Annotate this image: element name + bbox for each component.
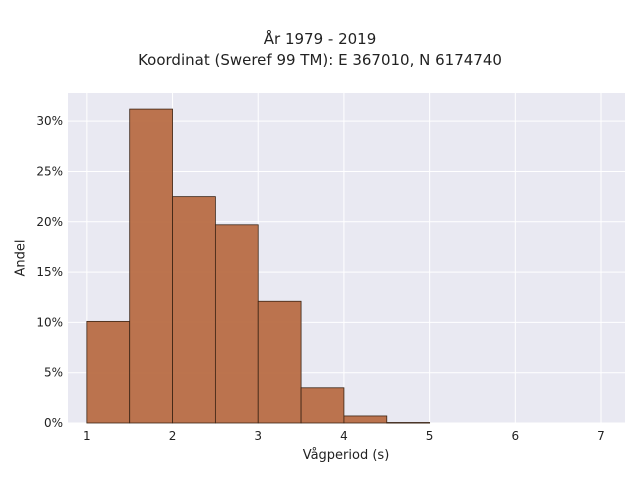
x-axis-ticks: 1 2 3 4 5 6 7: [83, 429, 605, 443]
histogram-bar: [172, 196, 216, 424]
histogram-bar: [300, 387, 345, 424]
y-tick-label: 15%: [36, 265, 63, 279]
y-tick-label: 5%: [44, 366, 63, 380]
x-tick-label: 7: [597, 429, 605, 443]
x-tick-label: 6: [511, 429, 519, 443]
x-tick-label: 2: [169, 429, 177, 443]
x-tick-label: 3: [254, 429, 262, 443]
chart-title: År 1979 - 2019: [263, 30, 377, 48]
y-tick-label: 10%: [36, 315, 63, 329]
histogram-bars: [86, 108, 431, 424]
histogram-bar: [257, 300, 302, 424]
y-tick-label: 25%: [36, 164, 63, 178]
histogram-bar: [386, 422, 431, 424]
y-tick-label: 20%: [36, 215, 63, 229]
x-tick-label: 5: [426, 429, 434, 443]
histogram-bar: [343, 415, 388, 424]
y-tick-label: 0%: [44, 416, 63, 430]
x-tick-label: 4: [340, 429, 348, 443]
x-axis-label: Vågperiod (s): [302, 448, 390, 463]
y-axis-ticks: 0% 5% 10% 15% 20% 25% 30%: [36, 114, 63, 430]
x-tick-label: 1: [83, 429, 91, 443]
y-tick-label: 30%: [36, 114, 63, 128]
histogram-bar: [86, 320, 131, 424]
chart-subtitle: Koordinat (Sweref 99 TM): E 367010, N 61…: [138, 51, 502, 69]
histogram-bar: [129, 108, 173, 424]
histogram-bar: [214, 224, 259, 424]
y-axis-label: Andel: [13, 239, 29, 277]
